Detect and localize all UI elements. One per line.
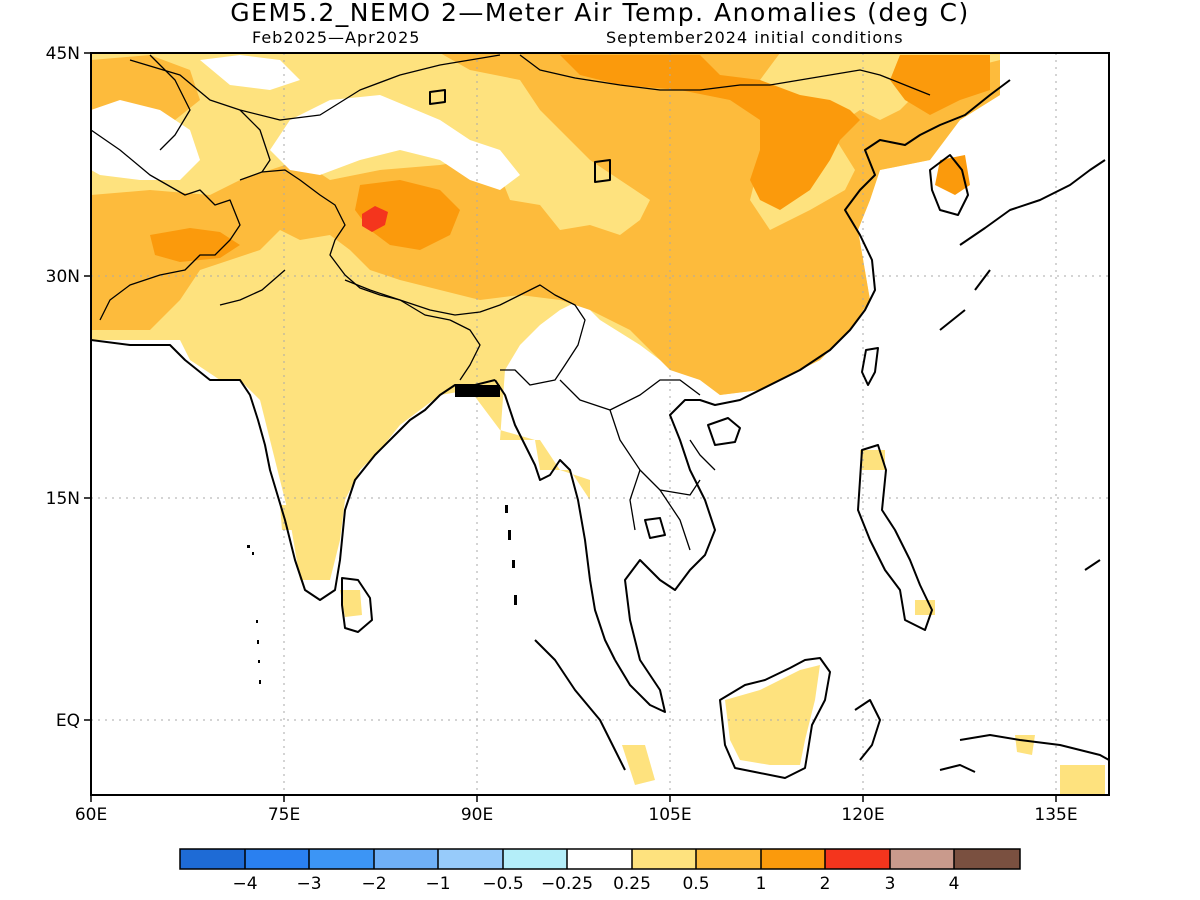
anomaly-region-mid <box>91 53 1000 395</box>
colorbar-swatch-6 <box>567 849 632 869</box>
colorbar-swatch-11 <box>890 849 954 869</box>
colorbar-label-10: 3 <box>885 874 896 894</box>
lat-label-15n: 15N <box>46 489 80 509</box>
graticule <box>91 53 1109 795</box>
lon-label-75e: 75E <box>268 805 300 825</box>
lat-label-eq: EQ <box>56 711 80 731</box>
anomaly-region-strong <box>150 55 990 262</box>
colorbar-swatch-8 <box>696 849 761 869</box>
map-title: GEM5.2_NEMO 2—Meter Air Temp. Anomalies … <box>230 0 970 27</box>
colorbar-swatch-1 <box>245 849 309 869</box>
colorbar-label-2: −2 <box>361 874 386 894</box>
lon-label-120e: 120E <box>841 805 884 825</box>
colorbar: −4 −3 −2 −1 −0.5 −0.25 0.25 0.5 1 2 3 4 <box>179 848 1021 894</box>
colorbar-label-11: 4 <box>949 874 960 894</box>
colorbar-label-3: −1 <box>425 874 450 894</box>
colorbar-swatch-9 <box>761 849 825 869</box>
lon-label-90e: 90E <box>461 805 493 825</box>
latitude-labels: 45N 30N 15N EQ <box>46 44 80 731</box>
colorbar-swatch-4 <box>438 849 503 869</box>
initial-conditions: September2024 initial conditions <box>606 28 904 47</box>
anomaly-region-peak <box>362 206 388 232</box>
colorbar-label-5: −0.25 <box>541 874 593 894</box>
anomaly-region-light-south <box>280 450 1105 795</box>
colorbar-label-9: 2 <box>820 874 831 894</box>
anomaly-shading <box>91 53 1105 795</box>
country-borders <box>91 54 931 551</box>
island-dots <box>247 385 517 684</box>
lon-label-135e: 135E <box>1034 805 1077 825</box>
coastlines <box>91 79 1109 779</box>
colorbar-swatch-2 <box>309 849 374 869</box>
lat-label-30n: 30N <box>46 267 80 287</box>
anomaly-gap-white <box>91 55 520 190</box>
colorbar-swatch-5 <box>503 849 567 869</box>
colorbar-swatch-3 <box>374 849 438 869</box>
map-frame <box>90 52 1110 796</box>
colorbar-swatch-0 <box>180 849 245 869</box>
axis-ticks <box>84 52 1057 802</box>
colorbar-label-1: −3 <box>296 874 321 894</box>
lat-label-45n: 45N <box>46 44 80 64</box>
colorbar-swatch-7 <box>632 849 696 869</box>
colorbar-label-0: −4 <box>232 874 257 894</box>
lon-label-60e: 60E <box>75 805 107 825</box>
forecast-period: Feb2025—Apr2025 <box>252 28 421 47</box>
colorbar-label-4: −0.5 <box>482 874 523 894</box>
colorbar-swatch-10 <box>825 849 890 869</box>
lon-label-105e: 105E <box>648 805 691 825</box>
colorbar-label-7: 0.5 <box>682 874 709 894</box>
colorbar-label-8: 1 <box>756 874 767 894</box>
colorbar-label-6: 0.25 <box>613 874 651 894</box>
longitude-labels: 60E 75E 90E 105E 120E 135E <box>75 805 1078 825</box>
colorbar-swatch-12 <box>954 849 1020 869</box>
